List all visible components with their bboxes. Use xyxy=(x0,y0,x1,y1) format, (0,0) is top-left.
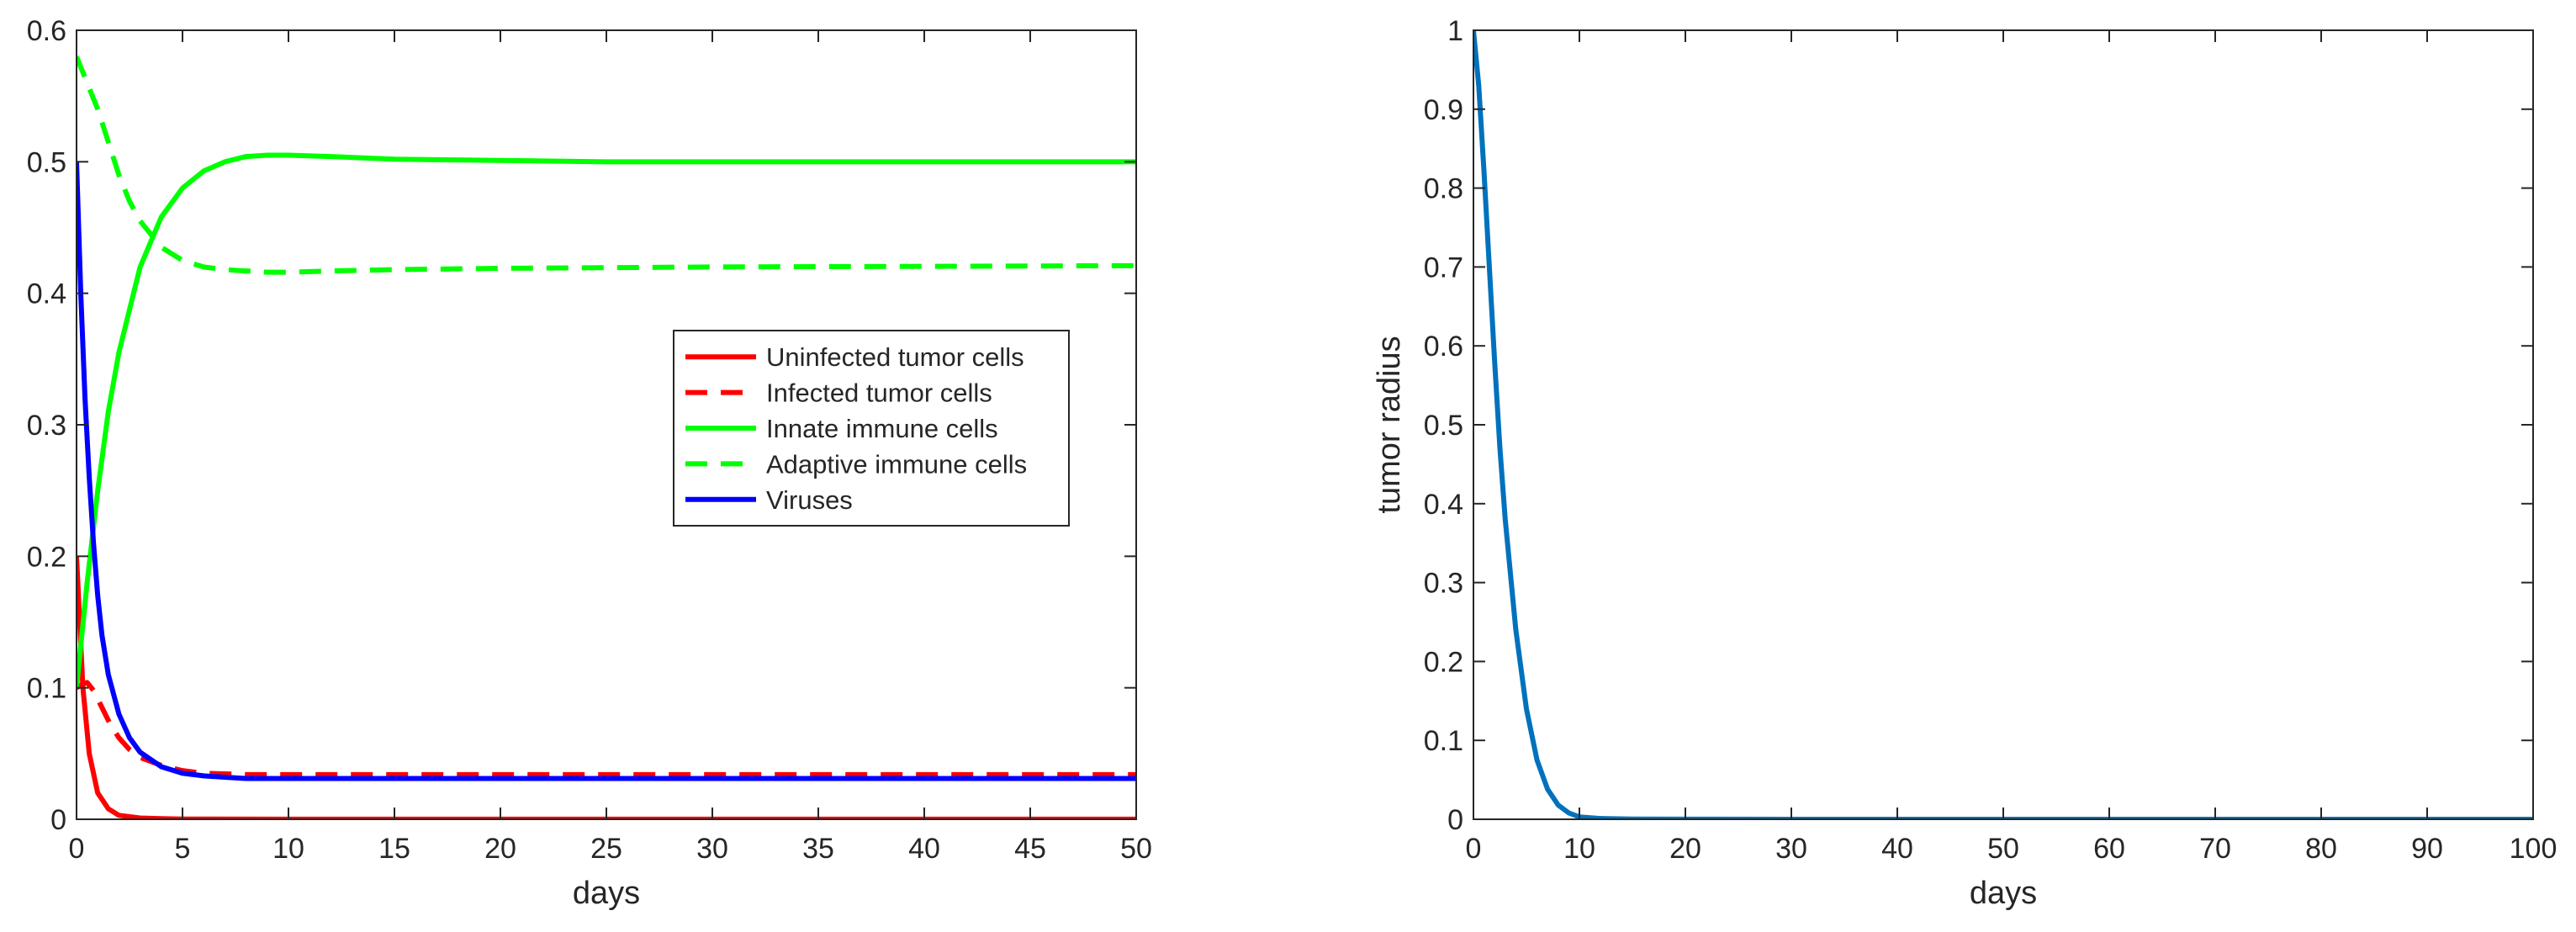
y-tick-label: 0.6 xyxy=(27,15,66,47)
x-tick-label: 25 xyxy=(590,833,622,865)
y-tick-label: 0.5 xyxy=(27,146,66,178)
y-tick-label: 0.4 xyxy=(1424,489,1463,521)
chart-left-populations: 0 5 10 15 20 25 30 35 40 45 50 0 0.1 0.2 0.3 0.4 0.5 0.6 d… xyxy=(27,15,1152,911)
x-tick-label: 0 xyxy=(1466,833,1482,865)
y-tick-label: 0.4 xyxy=(27,278,66,310)
legend: Uninfected tumor cells Infected tumor cel… xyxy=(673,330,1070,527)
chart-right-tumor-radius: 0 10 20 30 40 50 60 70 80 90 100 0 0.1 0.2 0.3 0.4 0.5 0.… xyxy=(1372,15,2557,911)
x-tick-label: 70 xyxy=(2199,833,2231,865)
x-tick-label: 0 xyxy=(69,833,85,865)
x-tick-label: 20 xyxy=(1669,833,1701,865)
x-axis-label: days xyxy=(573,876,640,911)
x-tick-label: 30 xyxy=(1775,833,1807,865)
y-tick-label: 0.9 xyxy=(1424,94,1463,126)
y-tick-label: 0.1 xyxy=(27,673,66,705)
series-line-viruses xyxy=(77,162,1136,781)
series-line-infected-tumor-cells xyxy=(77,680,1136,777)
x-tick-label: 90 xyxy=(2411,833,2443,865)
y-tick-label: 0.2 xyxy=(27,541,66,573)
y-tick-label: 0.7 xyxy=(1424,252,1463,283)
x-tick-label: 15 xyxy=(378,833,410,865)
y-tick-label: 0.5 xyxy=(1424,410,1463,442)
x-tick-label: 5 xyxy=(175,833,191,865)
x-tick-label: 10 xyxy=(272,833,304,865)
x-tick-label: 10 xyxy=(1563,833,1595,865)
legend-label-uninfected-tumor-cells: Uninfected tumor cells xyxy=(766,342,1024,372)
series-line-adaptive-immune-cells xyxy=(77,56,1136,275)
x-tick-label: 50 xyxy=(1987,833,2019,865)
x-tick-label: 45 xyxy=(1014,833,1046,865)
y-axis-label: tumor radius xyxy=(1372,336,1407,513)
x-tick-label: 20 xyxy=(484,833,516,865)
y-tick-label: 0.2 xyxy=(1424,646,1463,678)
y-tick-label: 0.6 xyxy=(1424,331,1463,363)
y-tick-label: 0 xyxy=(50,804,66,836)
y-tick-label: 0.1 xyxy=(1424,725,1463,757)
x-tick-label: 100 xyxy=(2510,833,2557,865)
x-axis-label: days xyxy=(1970,876,2037,911)
legend-label-innate-immune-cells: Innate immune cells xyxy=(766,414,998,443)
y-tick-label: 0.8 xyxy=(1424,173,1463,205)
x-tick-label: 40 xyxy=(1881,833,1913,865)
x-tick-label: 40 xyxy=(908,833,940,865)
x-tick-label: 80 xyxy=(2305,833,2337,865)
x-tick-label: 50 xyxy=(1120,833,1152,865)
series-line-innate-immune-cells xyxy=(77,152,1136,688)
x-tick-label: 60 xyxy=(2093,833,2125,865)
y-tick-label: 0.3 xyxy=(27,410,66,442)
y-tick-label: 0.3 xyxy=(1424,568,1463,600)
legend-label-viruses: Viruses xyxy=(766,485,853,515)
legend-label-infected-tumor-cells: Infected tumor cells xyxy=(766,379,992,408)
y-tick-label: 0 xyxy=(1447,804,1463,836)
x-tick-label: 35 xyxy=(802,833,834,865)
legend-label-adaptive-immune-cells: Adaptive immune cells xyxy=(766,449,1027,479)
y-tick-label: 1 xyxy=(1447,15,1463,47)
x-tick-label: 30 xyxy=(696,833,728,865)
